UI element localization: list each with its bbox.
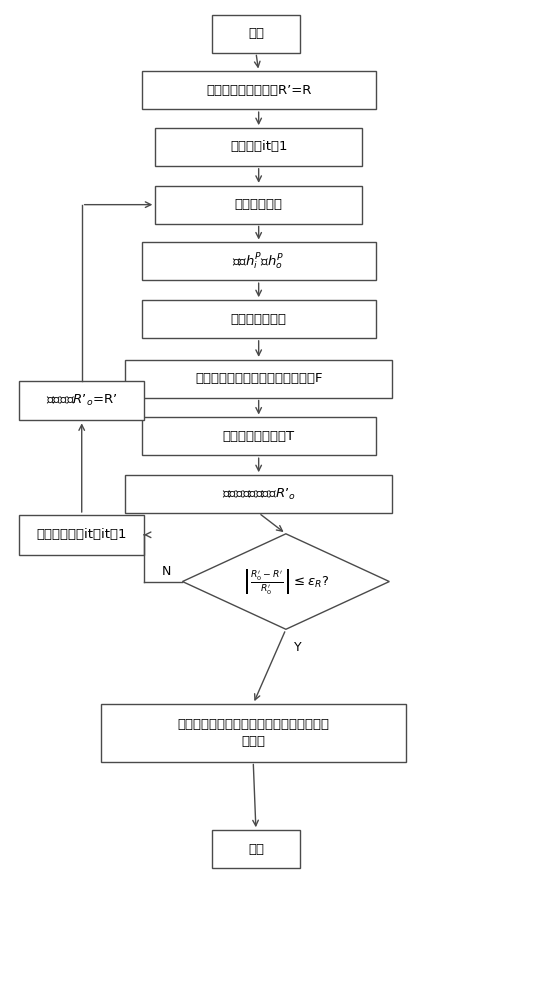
Bar: [155, 128, 362, 166]
Bar: [125, 475, 392, 513]
Bar: [19, 515, 144, 555]
Text: 划分变形区域: 划分变形区域: [235, 198, 283, 211]
Bar: [141, 242, 376, 280]
Bar: [141, 71, 376, 109]
Bar: [212, 15, 300, 52]
Text: $\left|\frac{R_0^{\prime}-R^{\prime}}{R_0^{\prime}}\right|\leq\varepsilon_R$?: $\left|\frac{R_0^{\prime}-R^{\prime}}{R_…: [242, 567, 329, 596]
Polygon shape: [183, 534, 389, 629]
Text: Y: Y: [294, 641, 302, 654]
Text: 开始: 开始: [248, 27, 264, 40]
Text: 计算中性角参数: 计算中性角参数: [230, 313, 287, 326]
Text: 重新计算压扁半径$R’_o$: 重新计算压扁半径$R’_o$: [222, 486, 296, 502]
Text: 迭代次数it＝1: 迭代次数it＝1: [230, 140, 288, 153]
Text: 结束: 结束: [248, 843, 264, 856]
Bar: [155, 186, 362, 224]
Bar: [141, 300, 376, 338]
Text: 计算单位宽度扔矩T: 计算单位宽度扔矩T: [223, 430, 295, 443]
Text: 计算轧制变形区总单位宽度轧制力F: 计算轧制变形区总单位宽度轧制力F: [195, 372, 322, 385]
Bar: [101, 704, 406, 762]
Text: N: N: [162, 565, 172, 578]
Bar: [141, 417, 376, 455]
Bar: [19, 381, 144, 420]
Text: 根据最终计算値设定轧制过程的轧制力和轧
制力矩: 根据最终计算値设定轧制过程的轧制力和轧 制力矩: [177, 718, 329, 748]
Bar: [212, 830, 300, 868]
Bar: [125, 360, 392, 398]
Text: 计算$h_i^P$和$h_o^P$: 计算$h_i^P$和$h_o^P$: [233, 251, 285, 272]
Text: 重新赋值$R’_o$=R’: 重新赋值$R’_o$=R’: [46, 393, 118, 408]
Text: 确定轧制参数，初始R’=R: 确定轧制参数，初始R’=R: [206, 84, 311, 97]
Text: 迭代次数累加it＝it＋1: 迭代次数累加it＝it＋1: [36, 528, 127, 541]
